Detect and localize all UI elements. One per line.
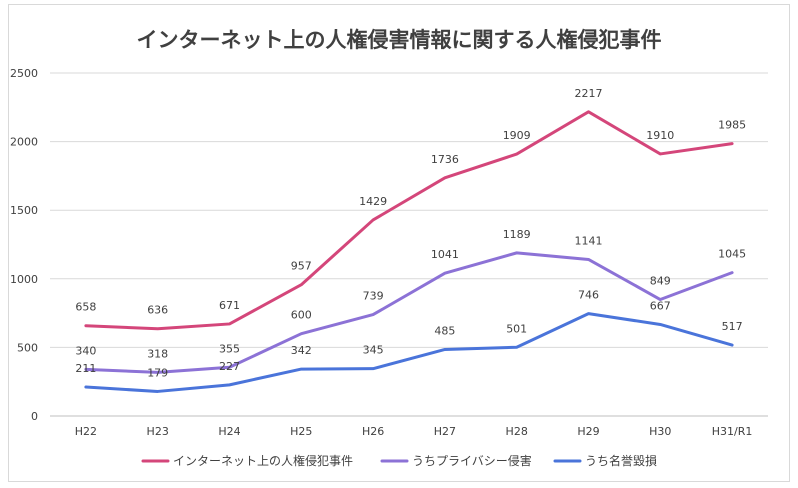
data-label: 1429 <box>359 195 387 208</box>
x-tick-label: H23 <box>147 425 169 438</box>
data-label: 1141 <box>575 234 603 247</box>
x-tick-label: H27 <box>434 425 456 438</box>
x-tick-label: H29 <box>577 425 599 438</box>
data-label: 849 <box>650 275 671 288</box>
data-label: 211 <box>75 362 96 375</box>
legend: インターネット上の人権侵犯事件 うちプライバシー侵害 うち名誉毀損 <box>141 453 657 468</box>
y-tick-label: 0 <box>31 410 38 423</box>
data-label: 636 <box>147 304 168 317</box>
series-line-1 <box>84 251 734 374</box>
data-label: 667 <box>650 299 671 312</box>
legend-label: インターネット上の人権侵犯事件 <box>173 453 353 468</box>
data-label: 1189 <box>503 228 531 241</box>
y-tick-label: 2000 <box>10 136 38 149</box>
data-label: 1045 <box>718 248 746 261</box>
data-label: 1736 <box>431 153 459 166</box>
data-label: 485 <box>434 324 455 337</box>
x-tick-label: H28 <box>506 425 528 438</box>
x-tick-label: H24 <box>218 425 240 438</box>
series-line-2 <box>84 312 734 393</box>
y-tick-label: 1000 <box>10 273 38 286</box>
x-tick-label: H30 <box>649 425 671 438</box>
chart-title: インターネット上の人権侵害情報に関する人権侵犯事件 <box>137 28 662 52</box>
data-label: 1910 <box>646 129 674 142</box>
data-label: 746 <box>578 289 599 302</box>
x-tick-label: H31/R1 <box>712 425 753 438</box>
data-label: 1985 <box>718 119 746 132</box>
data-label: 517 <box>722 320 743 333</box>
x-tick-label: H26 <box>362 425 384 438</box>
x-tick-label: H25 <box>290 425 312 438</box>
y-tick-label: 2500 <box>10 67 38 80</box>
data-label: 1909 <box>503 129 531 142</box>
legend-label: うち名誉毀損 <box>585 453 657 468</box>
data-label: 2217 <box>575 87 603 100</box>
x-axis: H22 H23 H24 H25 H26 H27 H28 H29 H30 H31/R1 <box>75 425 753 438</box>
data-label: 671 <box>219 299 240 312</box>
series-lines <box>84 110 734 393</box>
data-label: 342 <box>291 344 312 357</box>
data-label: 345 <box>363 344 384 357</box>
data-label: 340 <box>75 344 96 357</box>
data-label: 957 <box>291 260 312 273</box>
data-label: 179 <box>147 366 168 379</box>
data-label: 318 <box>147 347 168 360</box>
data-label: 739 <box>363 290 384 303</box>
chart-frame <box>8 4 790 482</box>
y-axis: 0 500 1000 1500 2000 2500 <box>10 67 38 423</box>
data-labels: 658 636 671 957 1429 1736 1909 2217 1910 1985 340 3… <box>75 87 746 380</box>
data-label: 227 <box>219 360 240 373</box>
y-tick-label: 500 <box>17 341 38 354</box>
data-label: 501 <box>506 322 527 335</box>
data-label: 600 <box>291 309 312 322</box>
x-tick-label: H22 <box>75 425 97 438</box>
data-label: 355 <box>219 342 240 355</box>
grid <box>50 72 768 417</box>
data-label: 1041 <box>431 248 459 261</box>
legend-label: うちプライバシー侵害 <box>412 453 532 468</box>
data-label: 658 <box>75 301 96 314</box>
series-line-0 <box>84 110 734 331</box>
y-tick-label: 1500 <box>10 204 38 217</box>
